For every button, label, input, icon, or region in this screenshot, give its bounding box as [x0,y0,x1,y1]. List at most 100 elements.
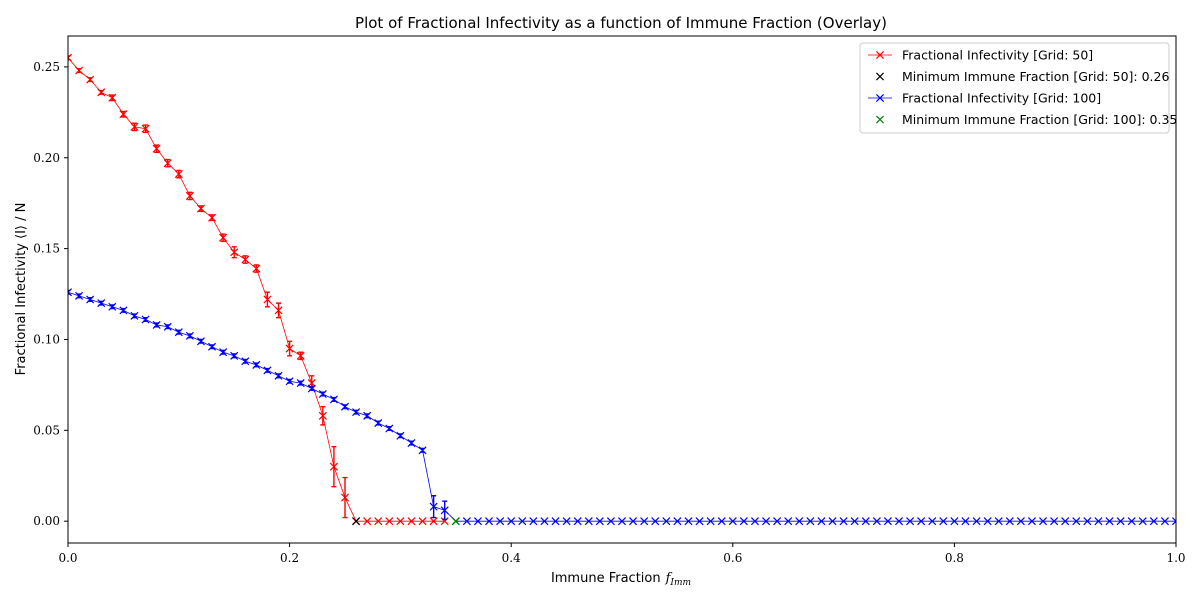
series-3-point [196,337,205,346]
series-3-point [850,517,859,526]
x-tick-label: 0.8 [945,551,964,565]
series-3-point [562,517,571,526]
series-3-point [784,517,793,526]
series-3-point [374,419,383,428]
series-3-point [629,517,638,526]
series-3-point [872,517,881,526]
series-3-point [540,517,549,526]
series-3-point [1083,517,1092,526]
series-1-point [340,493,350,502]
series-3-point [883,517,892,526]
x-axis-label-text: Immune Fraction [551,571,661,586]
series-3-point [839,517,848,526]
series-3-point [263,366,272,375]
legend-item: Fractional Infectivity [Grid: 50] [868,48,1093,63]
series-1-point [296,351,305,360]
series-3-point [363,411,372,420]
series-3-point [518,517,527,526]
series-3-point [773,517,782,526]
series-3-point [1005,517,1014,526]
series-3-point [285,377,294,386]
series-3-point [152,320,161,329]
legend-item: Fractional Infectivity [Grid: 100] [868,91,1101,106]
series-3-point [462,517,471,526]
series-3-point [1160,517,1169,526]
plot-area [68,53,1176,526]
series-3-point [584,517,593,526]
y-tick-label: 0.00 [33,514,60,528]
series-1-point [196,204,205,213]
series-3-point [1127,517,1136,526]
series-3-point [86,295,95,304]
series-3-point [1016,517,1025,526]
series-3-point [595,517,604,526]
series-2 [352,517,361,526]
series-3-point [208,342,217,351]
series-1-point [252,264,261,273]
series-1-point [396,517,405,526]
y-tick-label: 0.25 [33,60,60,74]
x-tick-label: 0.6 [723,551,742,565]
series-1-point [141,124,150,133]
series-1-point [86,75,95,84]
series-1-point [429,517,438,526]
series-3-point [917,517,926,526]
legend-label: Minimum Immune Fraction [Grid: 100]: 0.3… [902,112,1177,127]
series-3-point [296,379,305,388]
legend-label: Fractional Infectivity [Grid: 100] [902,91,1101,106]
legend-item: Minimum Immune Fraction [Grid: 50]: 0.26 [875,69,1169,84]
series-4-point [451,517,460,526]
series-3-point [651,517,660,526]
series-1-point [97,88,106,97]
series-1-point [68,53,73,62]
series-3-point [396,431,405,440]
series-3-point [1171,517,1176,526]
y-tick-label: 0.10 [33,332,60,346]
series-3-point [617,517,627,526]
series-3-point [1050,517,1059,526]
series-3-point [972,517,981,526]
legend-item: Minimum Immune Fraction [Grid: 100]: 0.3… [875,112,1177,127]
series-3-point [473,517,482,526]
y-axis: 0.00 0.05 0.10 0.15 0.20 0.25 [33,60,68,528]
series-1-point [130,122,139,131]
series-1-point [241,255,250,264]
series-3-point [68,288,73,297]
series-3-point [75,291,84,300]
y-tick-label: 0.15 [33,242,60,256]
series-3-point [507,517,516,526]
series-3-point [1116,517,1125,526]
y-tick-label: 0.05 [33,423,60,437]
series-1-point [208,213,217,222]
series-3-point [1094,517,1103,526]
series-3-point [485,517,494,526]
series-3-point [385,424,394,433]
series-1-point [407,517,416,526]
series-1-point [219,233,228,242]
series-3-point [97,299,106,308]
series-3-point [762,517,771,526]
series-3-point [1072,517,1081,526]
axes-frame [67,35,1177,544]
legend-label: Fractional Infectivity [Grid: 50] [902,48,1093,63]
series-3-point [673,517,682,526]
series-1-point [75,66,84,75]
series-1-point [385,517,394,526]
series-3-point [795,517,804,526]
x-axis-label: Immune Fraction fImm [551,571,691,588]
series-3-point [318,389,327,399]
series-1-point [263,295,272,304]
legend-label: Minimum Immune Fraction [Grid: 50]: 0.26 [902,69,1169,84]
series-3-point [606,517,615,526]
series-3-point [928,517,937,526]
series-3-point [817,517,826,526]
x-axis-label-subscript: Imm [669,578,691,588]
series-3-point [340,402,350,411]
series-1-point [363,517,372,526]
series-3-point [695,517,704,526]
series-1-point [174,170,183,179]
series-3-point [418,446,427,455]
series-3-point [440,506,449,515]
series-1-point [185,191,194,200]
series-3-point [174,328,183,337]
